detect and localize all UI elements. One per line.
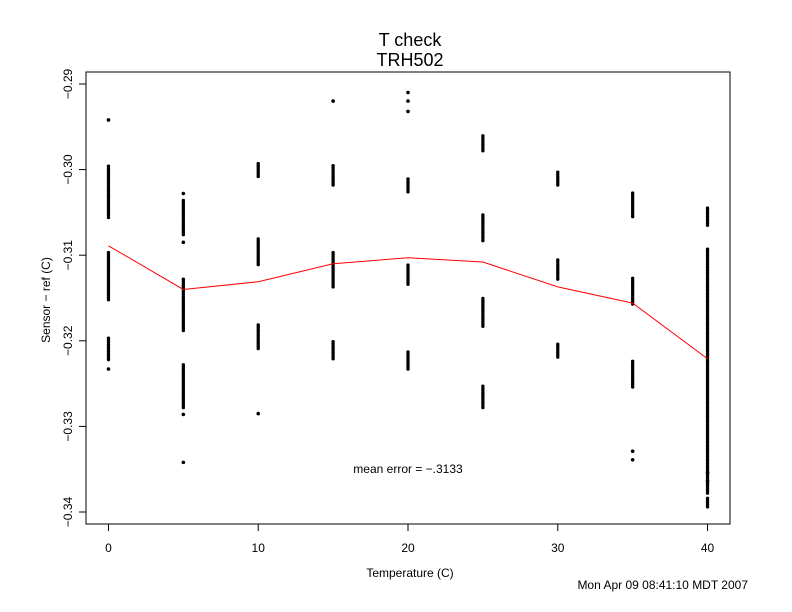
data-point <box>181 191 186 196</box>
data-point <box>705 247 710 251</box>
data-point <box>406 263 410 267</box>
data-point <box>481 213 485 217</box>
y-tick-label: −0.31 <box>61 240 75 271</box>
data-point <box>406 90 410 95</box>
y-tick-label: −0.34 <box>61 497 75 528</box>
data-point <box>556 258 560 262</box>
data-point <box>556 170 560 174</box>
chart-title: T check <box>379 30 443 50</box>
data-point <box>705 479 710 483</box>
y-tick-label: −0.30 <box>61 154 75 185</box>
y-axis-label: Sensor − ref (C) <box>39 257 53 343</box>
data-point <box>556 342 560 346</box>
data-point <box>481 384 485 388</box>
data-point <box>406 109 410 114</box>
y-tick-label: −0.32 <box>61 325 75 356</box>
data-point <box>331 164 335 168</box>
mean-line-layer <box>108 245 708 360</box>
data-point <box>181 363 186 367</box>
x-axis: 0 10 20 30 40 <box>105 524 715 555</box>
data-point <box>181 412 186 417</box>
data-point <box>256 411 261 416</box>
y-tick-label: −0.33 <box>61 411 75 442</box>
data-point <box>630 359 635 364</box>
data-point <box>630 276 635 281</box>
x-axis-label: Temperature (C) <box>366 566 453 580</box>
chart-title-group: T check TRH502 <box>376 30 443 70</box>
mean-error-annotation: mean error = −.3133 <box>353 462 463 476</box>
data-point <box>181 460 186 465</box>
data-point <box>256 237 260 241</box>
data-point <box>705 206 710 210</box>
data-point <box>181 240 186 245</box>
x-tick-label: 20 <box>401 541 415 555</box>
data-point <box>256 323 260 327</box>
data-point <box>331 99 335 103</box>
data-point <box>331 250 335 255</box>
data-point <box>705 496 710 501</box>
data-point <box>106 367 111 371</box>
scatter-points <box>106 90 710 509</box>
data-point <box>106 164 111 168</box>
data-point <box>256 161 260 166</box>
data-point <box>406 99 410 103</box>
data-point <box>181 277 186 281</box>
data-point <box>630 457 635 462</box>
data-point <box>630 449 635 454</box>
mean-line <box>108 245 708 360</box>
data-point <box>106 250 111 255</box>
data-point <box>181 198 186 203</box>
data-point <box>106 336 111 340</box>
data-point <box>481 134 485 138</box>
x-tick-label: 10 <box>252 541 266 555</box>
chart-subtitle: TRH502 <box>376 50 443 70</box>
timestamp-footer: Mon Apr 09 08:41:10 MDT 2007 <box>577 578 748 592</box>
data-point <box>331 339 335 344</box>
x-tick-label: 0 <box>105 541 112 555</box>
x-tick-label: 30 <box>551 541 565 555</box>
data-point <box>406 350 410 354</box>
data-point <box>406 177 410 181</box>
data-point <box>106 118 111 122</box>
x-tick-label: 40 <box>701 541 715 555</box>
y-tick-label: −0.29 <box>61 68 75 99</box>
y-axis: −0.29 −0.30 −0.31 −0.32 −0.33 −0.34 <box>61 68 86 527</box>
data-point <box>630 191 635 195</box>
data-point <box>481 296 485 301</box>
data-point <box>705 470 710 475</box>
